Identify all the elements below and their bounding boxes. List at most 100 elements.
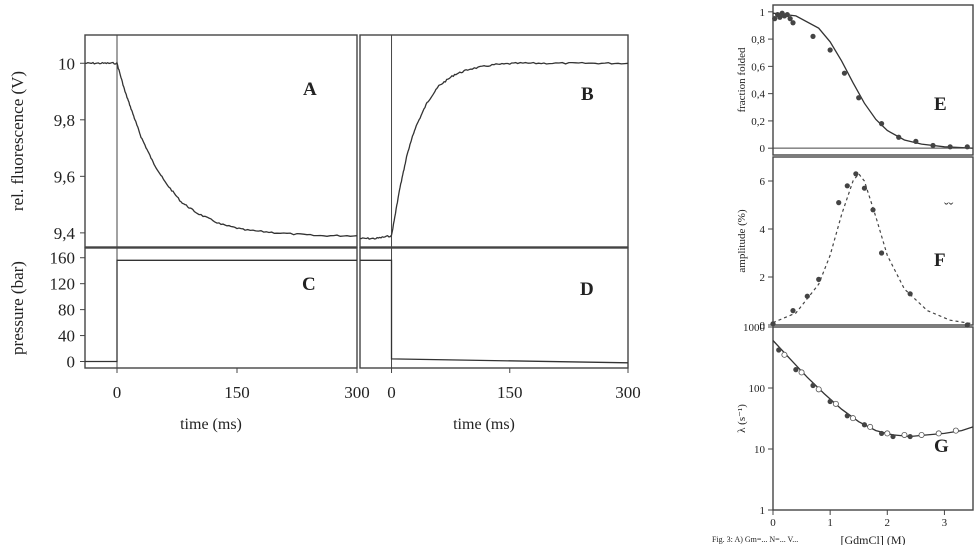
panel-label: B — [581, 84, 594, 105]
y-tick-label: 6 — [760, 176, 766, 188]
y-tick-label: 1 — [760, 7, 766, 19]
panel-label: G — [934, 436, 949, 457]
x-tick-label: 300 — [615, 383, 641, 402]
data-point — [890, 433, 896, 440]
y-tick-label: 160 — [50, 249, 76, 268]
panel-label: A — [303, 79, 317, 100]
open-point — [867, 423, 874, 430]
y-tick-label: 100 — [749, 383, 766, 395]
data-point — [816, 276, 822, 282]
x-tick-label: 0 — [113, 383, 122, 402]
data-point — [790, 308, 796, 314]
panel-label: F — [934, 250, 946, 271]
open-point — [952, 427, 959, 434]
panel-frame — [359, 247, 629, 369]
open-point — [815, 386, 822, 393]
data-point — [776, 347, 782, 353]
data-point — [964, 144, 970, 150]
x-axis-label: time (ms) — [180, 416, 242, 433]
open-point — [884, 430, 891, 437]
data-point — [861, 422, 868, 428]
y-tick-label: 9,8 — [54, 111, 75, 130]
y-tick-label: 1 — [760, 505, 766, 517]
caption-fragment: Fig. 3: A) Gm=... N=... V... — [712, 535, 798, 544]
series-line — [84, 61, 358, 237]
data-point — [907, 291, 913, 297]
y-tick-label: 1000 — [743, 322, 766, 334]
data-point — [930, 142, 936, 149]
x-tick-label: 2 — [885, 517, 891, 529]
panel-label: C — [302, 274, 316, 295]
panel-label: D — [580, 279, 594, 300]
x-tick-label: 3 — [942, 517, 948, 529]
series-line — [85, 259, 357, 363]
y-axis-label: λ (s⁻¹) — [736, 404, 748, 433]
data-point — [844, 183, 850, 189]
fit-curve — [772, 172, 974, 325]
open-point — [918, 431, 925, 438]
data-point — [827, 47, 833, 53]
data-point — [841, 70, 848, 76]
y-tick-label: 0,6 — [751, 61, 765, 73]
series-line — [359, 61, 629, 240]
stray-mark: ˇˇ — [944, 201, 954, 216]
data-point — [878, 121, 885, 127]
fit-curve — [772, 340, 974, 438]
panel-frame — [772, 326, 974, 511]
open-point — [850, 415, 857, 422]
data-point — [896, 134, 902, 140]
data-point — [836, 200, 842, 206]
data-point — [787, 16, 793, 22]
panel-frame — [84, 34, 358, 248]
y-axis-label: amplitude (%) — [736, 209, 748, 273]
data-point — [804, 293, 810, 299]
data-point — [870, 207, 876, 213]
data-point — [784, 11, 790, 18]
y-tick-label: 80 — [58, 301, 75, 320]
data-point — [964, 322, 970, 328]
panel-a: 10 9,8 9,6 9,4 rel. fluorescence (V) A — [8, 34, 358, 248]
data-point — [878, 430, 885, 437]
data-point — [856, 95, 862, 101]
y-tick-label: 0 — [760, 143, 766, 155]
y-tick-label: 4 — [760, 224, 766, 236]
x-tick-label: 1 — [827, 517, 833, 529]
data-point — [844, 413, 850, 419]
y-tick-label: 0 — [67, 353, 76, 372]
y-axis-label: rel. fluorescence (V) — [8, 71, 27, 211]
x-tick-label: 150 — [224, 383, 250, 402]
data-point — [793, 367, 799, 373]
data-point — [947, 144, 953, 150]
panel-label: E — [934, 94, 947, 115]
data-point — [913, 138, 919, 144]
x-tick-label: 0 — [770, 517, 776, 529]
y-tick-label: 0 — [760, 320, 766, 332]
data-point — [772, 16, 778, 22]
panel-frame — [772, 4, 974, 156]
open-point — [832, 400, 839, 407]
series-line — [360, 259, 629, 364]
y-tick-label: 0,4 — [751, 89, 765, 101]
panel-frame — [359, 34, 629, 248]
y-axis-label: pressure (bar) — [8, 261, 27, 355]
data-point — [770, 321, 776, 327]
open-point — [935, 430, 942, 437]
data-point — [777, 14, 783, 20]
data-point — [907, 433, 913, 440]
panel-frame — [84, 247, 358, 369]
y-tick-label: 0,8 — [751, 34, 765, 46]
panel-d: 0 150 300 time (ms) D — [359, 247, 641, 433]
y-tick-label: 10 — [754, 444, 766, 456]
x-axis-label: time (ms) — [453, 416, 515, 433]
data-point — [878, 250, 885, 256]
panel-b: B — [359, 34, 629, 248]
x-tick-label: 0 — [387, 383, 396, 402]
open-point — [798, 369, 805, 376]
panel-c: 160 120 80 40 0 0 150 300 pressure (bar) time (ms… — [8, 247, 370, 433]
y-axis-label: fraction folded — [736, 47, 748, 113]
data-point — [790, 20, 796, 26]
y-tick-label: 40 — [58, 327, 75, 346]
data-point — [861, 185, 868, 191]
